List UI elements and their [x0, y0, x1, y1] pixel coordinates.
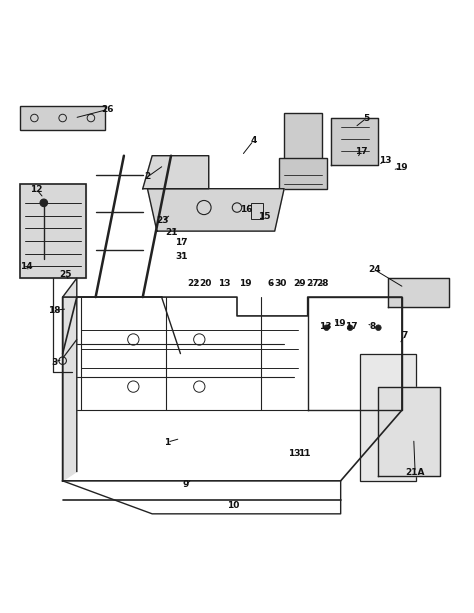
Text: 23: 23: [156, 216, 169, 225]
Text: 21A: 21A: [405, 468, 425, 477]
Text: 14: 14: [19, 262, 32, 271]
Text: 4: 4: [250, 136, 257, 145]
Text: 26: 26: [101, 105, 114, 114]
Bar: [279, 158, 327, 189]
Circle shape: [347, 325, 353, 330]
Text: 13: 13: [319, 322, 332, 331]
Text: 7: 7: [401, 331, 408, 340]
Text: 2: 2: [145, 172, 151, 181]
Text: 17: 17: [355, 148, 367, 156]
Circle shape: [40, 199, 47, 207]
Text: 15: 15: [258, 213, 271, 221]
Circle shape: [375, 325, 381, 330]
Text: 18: 18: [48, 306, 60, 314]
Text: 27: 27: [306, 280, 319, 288]
Bar: [284, 113, 322, 161]
Text: 19: 19: [333, 319, 346, 329]
Circle shape: [324, 325, 329, 330]
Text: 21: 21: [166, 227, 178, 237]
Polygon shape: [388, 278, 449, 306]
Text: 28: 28: [317, 280, 329, 288]
Text: 13: 13: [288, 449, 301, 458]
Text: 12: 12: [30, 185, 43, 194]
Bar: [359, 354, 416, 481]
Text: 31: 31: [175, 251, 188, 261]
Text: 6: 6: [268, 280, 274, 288]
Text: 24: 24: [368, 265, 381, 274]
Text: 10: 10: [227, 501, 239, 510]
Text: 9: 9: [183, 480, 189, 489]
Text: 17: 17: [345, 322, 357, 331]
Text: 11: 11: [298, 449, 310, 458]
Polygon shape: [331, 118, 378, 165]
Polygon shape: [63, 278, 77, 481]
Text: 19: 19: [395, 164, 407, 172]
Text: 25: 25: [59, 270, 71, 279]
Text: 13: 13: [218, 280, 230, 288]
Polygon shape: [378, 387, 439, 476]
Bar: [20, 184, 86, 278]
Text: 3: 3: [51, 357, 57, 367]
Polygon shape: [143, 156, 209, 189]
Text: 22: 22: [187, 280, 200, 288]
Text: 30: 30: [274, 280, 287, 288]
Text: 29: 29: [293, 280, 306, 288]
Bar: [20, 106, 105, 130]
Text: 13: 13: [379, 156, 392, 165]
Text: 8: 8: [370, 322, 376, 331]
Text: 20: 20: [199, 280, 211, 288]
Text: 1: 1: [164, 438, 170, 447]
Polygon shape: [20, 184, 86, 278]
Polygon shape: [359, 354, 416, 481]
Bar: [251, 203, 263, 219]
Text: 17: 17: [175, 238, 188, 248]
Text: 16: 16: [240, 205, 253, 215]
Text: 5: 5: [364, 113, 370, 123]
Polygon shape: [147, 189, 284, 231]
Text: 19: 19: [239, 280, 252, 288]
